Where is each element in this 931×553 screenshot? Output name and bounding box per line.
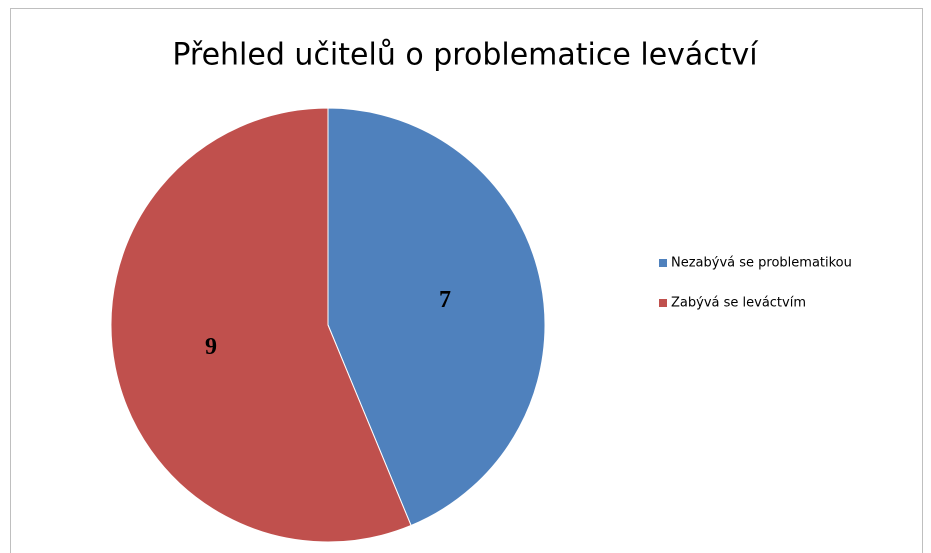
pie-slice: [110, 107, 412, 543]
chart-title: Přehled učitelů o problematice leváctví: [172, 38, 759, 73]
legend-swatch: [659, 259, 667, 267]
legend-swatch: [659, 299, 667, 307]
legend-label: Nezabývá se problematikou: [671, 256, 852, 271]
legend-label: Zabývá se leváctvím: [671, 296, 806, 311]
data-label: 7: [439, 287, 451, 313]
data-label: 9: [205, 334, 217, 360]
pie-slice: [327, 107, 546, 527]
